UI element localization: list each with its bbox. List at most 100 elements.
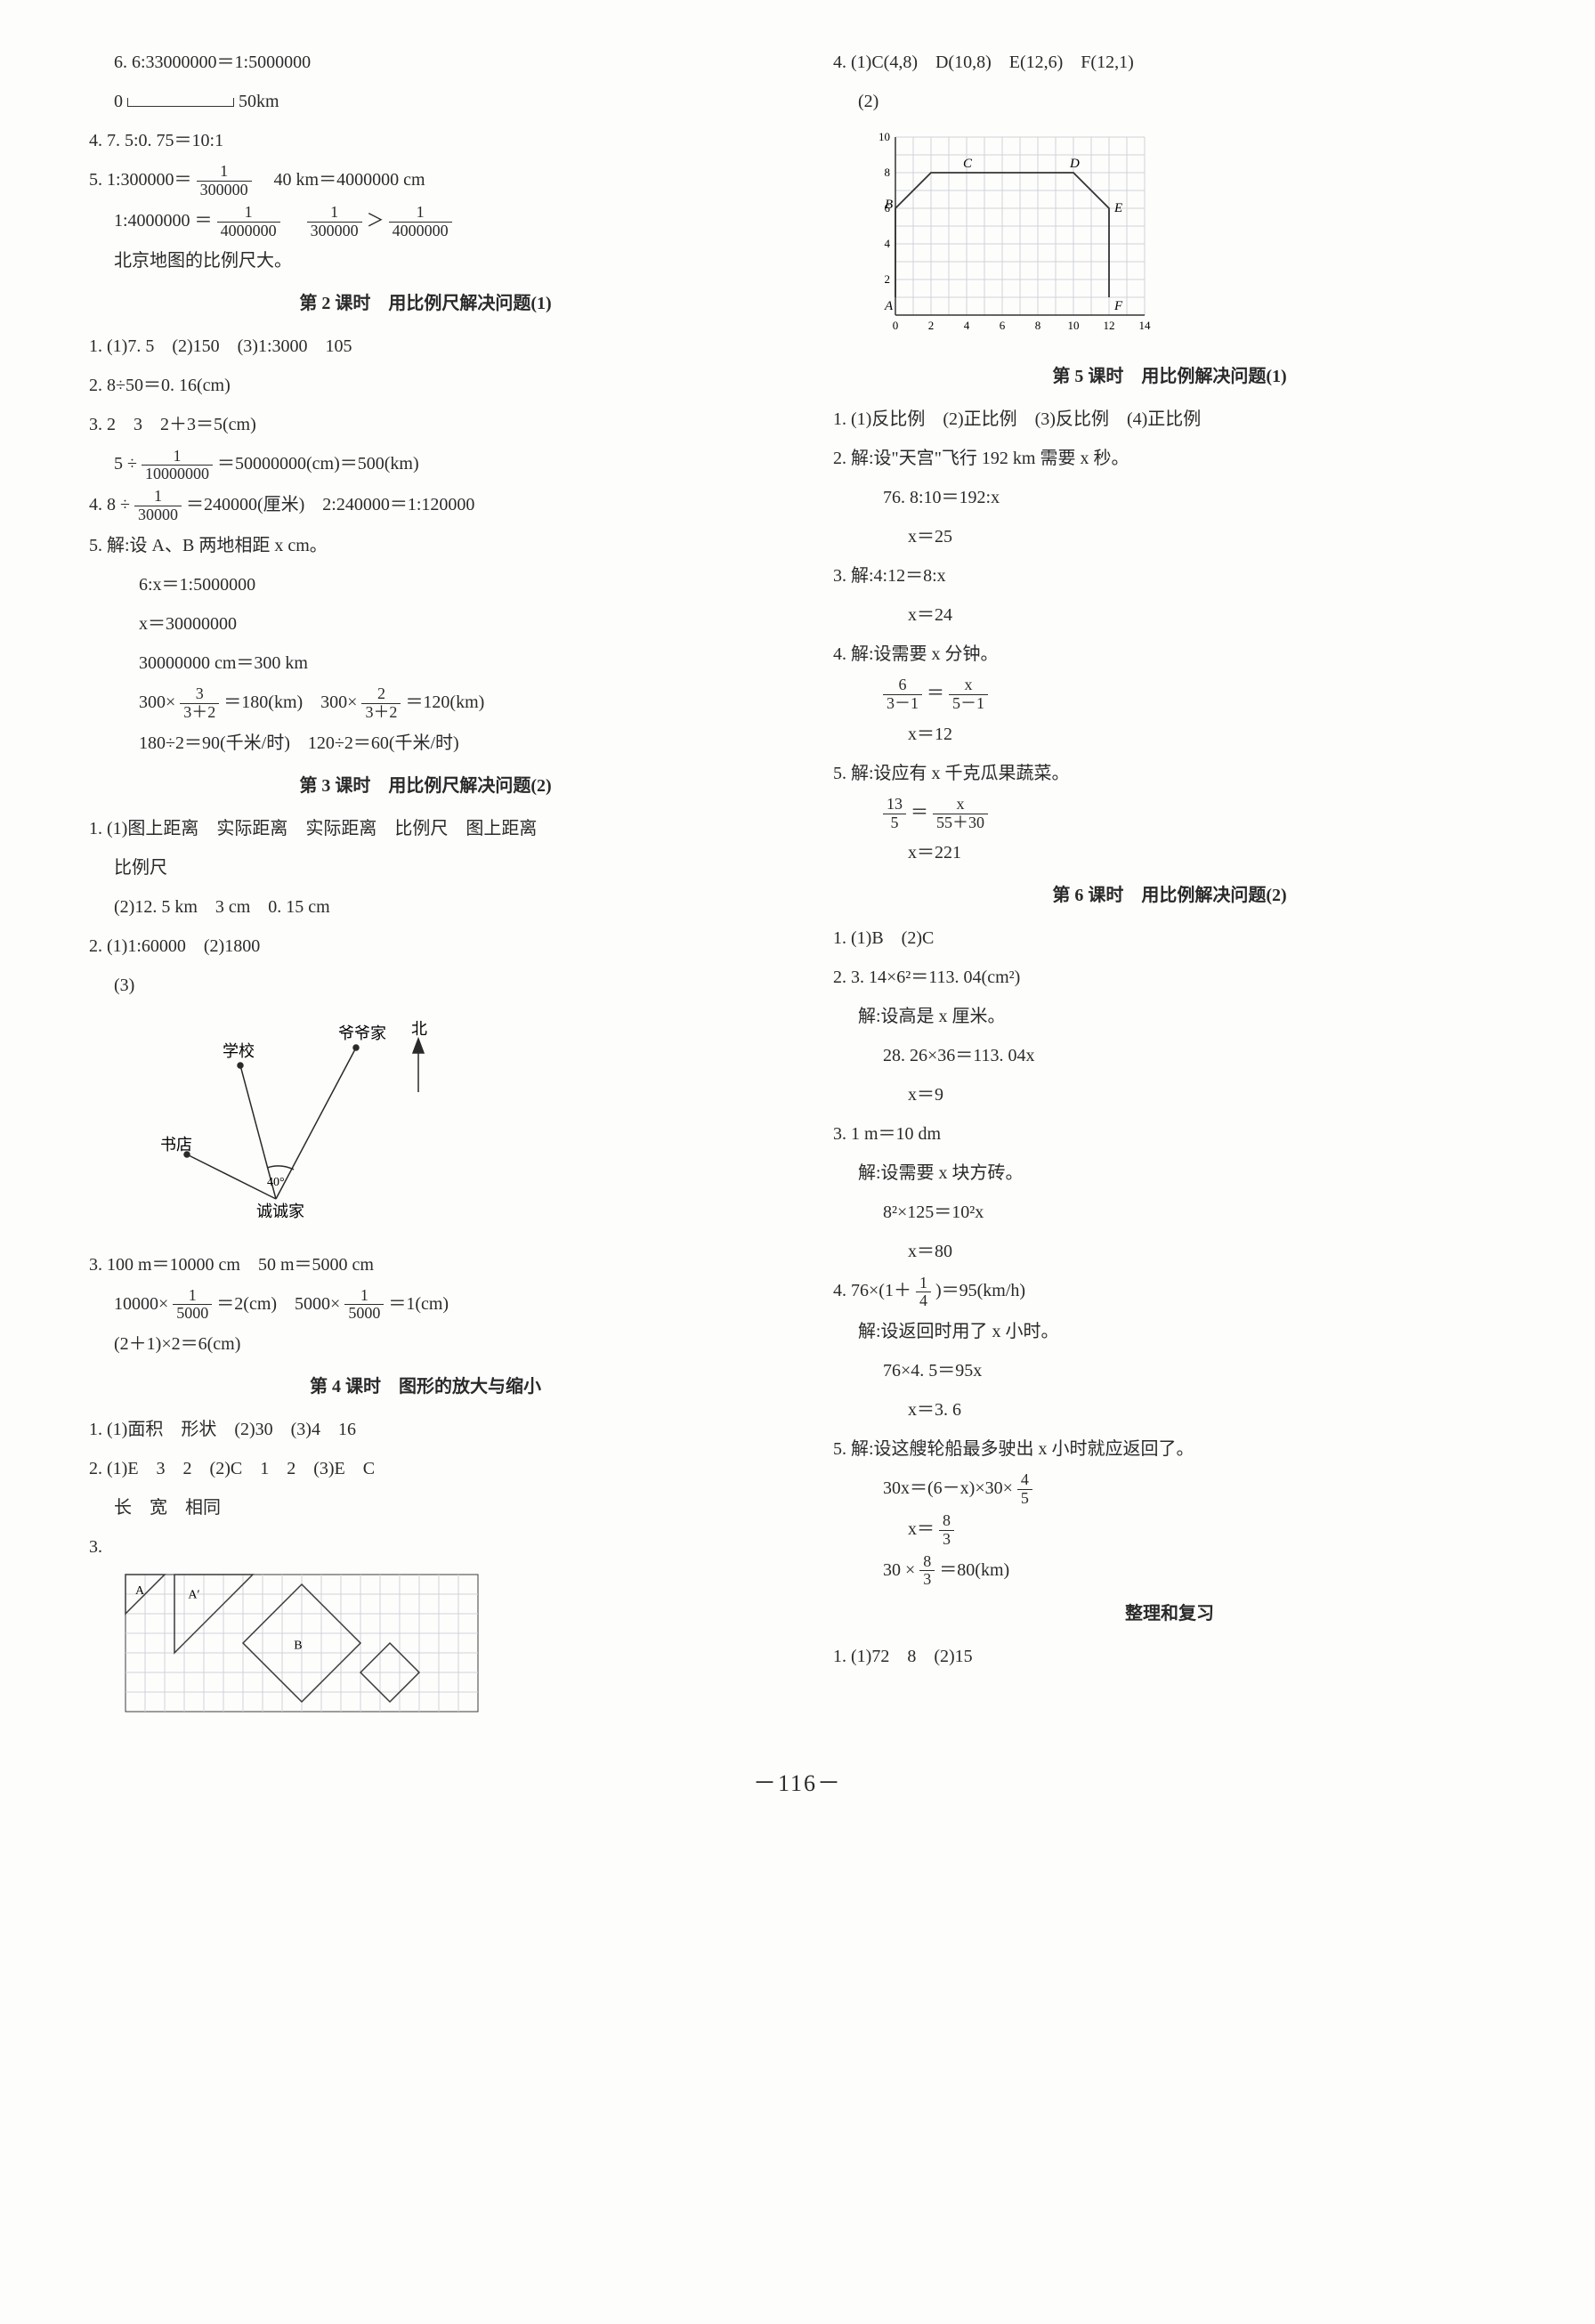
denominator: 3	[919, 1571, 935, 1589]
right-column: 4. (1)C(4,8) D(10,8) E(12,6) F(12,1) (2)…	[833, 45, 1506, 1734]
denominator: 5	[883, 814, 906, 832]
text-line: (3)	[89, 968, 762, 1003]
denominator: 300000	[197, 182, 252, 199]
text-line: (2)	[833, 84, 1506, 119]
text: ＝120(km)	[405, 692, 484, 712]
svg-text:4: 4	[885, 237, 891, 250]
denominator: 5－1	[949, 695, 988, 713]
direction-diagram: 学校 爷爷家 北 书店 诚诚家 40°	[125, 1012, 762, 1238]
text: 1:4000000 ＝	[114, 211, 213, 231]
scale-bar-row: 0 50km	[89, 84, 762, 119]
shapes-grid: AA′B	[125, 1574, 762, 1725]
fraction: 63－1	[883, 676, 922, 713]
text: ＝1(cm)	[388, 1294, 449, 1314]
text-line: x＝80	[833, 1234, 1506, 1269]
fraction: 110000000	[142, 448, 213, 484]
svg-text:14: 14	[1139, 319, 1152, 332]
text-line: 5. 1:300000＝ 1300000 40 km＝4000000 cm	[89, 162, 762, 199]
text-line: 解:设高是 x 厘米。	[833, 999, 1506, 1034]
text-line: 3. 2 3 2＋3＝5(cm)	[89, 407, 762, 442]
text-line: 比例尺	[89, 850, 762, 886]
denominator: 4000000	[217, 223, 280, 240]
text-line: 3. 解:4:12＝8:x	[833, 558, 1506, 594]
text: 10000×	[114, 1294, 168, 1314]
text: 4. 76×(1＋	[833, 1281, 911, 1300]
numerator: 8	[919, 1553, 935, 1572]
fraction: 130000	[134, 488, 182, 524]
text: ＝50000000(cm)＝500(km)	[217, 454, 419, 474]
text-line: x＝3. 6	[833, 1392, 1506, 1428]
svg-text:0: 0	[893, 319, 899, 332]
fraction: x55＋30	[933, 796, 988, 832]
text-line: 4. 76×(1＋ 14 )＝95(km/h)	[833, 1273, 1506, 1310]
text-line: 1. (1)反比例 (2)正比例 (3)反比例 (4)正比例	[833, 401, 1506, 437]
svg-text:4: 4	[964, 319, 970, 332]
denominator: 3	[939, 1531, 954, 1549]
section-heading: 整理和复习	[833, 1596, 1506, 1632]
text-line: 180÷2＝90(千米/时) 120÷2＝60(千米/时)	[89, 725, 762, 761]
text-line: 10000× 15000 ＝2(cm) 5000× 15000 ＝1(cm)	[89, 1286, 762, 1324]
section-heading: 第 3 课时 用比例尺解决问题(2)	[89, 768, 762, 804]
numerator: 2	[361, 685, 401, 704]
fraction: x5－1	[949, 676, 988, 713]
gt-sign: ＞	[367, 211, 385, 231]
denominator: 3－1	[883, 695, 922, 713]
text-line: x＝9	[833, 1077, 1506, 1113]
text-line: x＝221	[833, 835, 1506, 870]
text-line: 5. 解:设 A、B 两地相距 x cm。	[89, 528, 762, 563]
denominator: 300000	[307, 223, 362, 240]
label-school: 学校	[223, 1042, 255, 1060]
svg-text:6: 6	[1000, 319, 1006, 332]
svg-text:F: F	[1113, 299, 1123, 313]
text-line: 6. 6:33000000＝1:5000000	[89, 45, 762, 80]
item-number: (2)	[858, 92, 878, 111]
text-line: 30x＝(6－x)×30× 45	[833, 1470, 1506, 1508]
scale-bar	[127, 98, 234, 107]
text-line: 2. 解:设"天宫"飞行 192 km 需要 x 秒。	[833, 441, 1506, 476]
text-line: x＝30000000	[89, 606, 762, 642]
text-line: x＝25	[833, 519, 1506, 555]
svg-text:D: D	[1069, 157, 1080, 171]
text: 300×	[139, 692, 175, 712]
text-line: 5. 解:设这艘轮船最多驶出 x 小时就应返回了。	[833, 1431, 1506, 1467]
text-line: 6:x＝1:5000000	[89, 567, 762, 603]
text-line: 5. 解:设应有 x 千克瓜果蔬菜。	[833, 756, 1506, 791]
text-line: 135 ＝ x55＋30	[833, 795, 1506, 832]
denominator: 5000	[344, 1305, 384, 1323]
numerator: 8	[939, 1512, 954, 1531]
label-home: 诚诚家	[256, 1202, 304, 1220]
text: 40 km＝4000000 cm	[256, 170, 425, 190]
section-heading: 第 6 课时 用比例解决问题(2)	[833, 878, 1506, 913]
text-line: 1. (1)72 8 (2)15	[833, 1639, 1506, 1674]
denominator: 30000	[134, 506, 182, 524]
text-line: 1. (1)B (2)C	[833, 920, 1506, 956]
text-line: 30000000 cm＝300 km	[89, 645, 762, 681]
numerator: 1	[197, 163, 252, 182]
svg-text:A: A	[884, 299, 894, 313]
text-line: 5 ÷ 110000000 ＝50000000(cm)＝500(km)	[89, 446, 762, 483]
numerator: x	[949, 676, 988, 695]
fraction: 14000000	[389, 204, 452, 240]
svg-text:E: E	[1113, 201, 1122, 215]
text: 30x＝(6－x)×30×	[883, 1478, 1013, 1498]
text-line: x＝ 83	[833, 1511, 1506, 1549]
fraction: 83	[939, 1512, 954, 1549]
svg-text:12: 12	[1104, 319, 1115, 332]
text-line: 300× 33＋2 ＝180(km) 300× 23＋2 ＝120(km)	[89, 684, 762, 722]
svg-text:8: 8	[885, 166, 891, 179]
text-line: 63－1 ＝ x5－1	[833, 676, 1506, 713]
text-line: 3. 100 m＝10000 cm 50 m＝5000 cm	[89, 1247, 762, 1283]
fraction: 15000	[173, 1287, 212, 1324]
numerator: 13	[883, 796, 906, 814]
section-heading: 第 4 课时 图形的放大与缩小	[89, 1369, 762, 1405]
text-line: 解:设需要 x 块方砖。	[833, 1155, 1506, 1191]
denominator: 5	[1017, 1490, 1032, 1508]
text-line: (2＋1)×2＝6(cm)	[89, 1326, 762, 1362]
numerator: x	[933, 796, 988, 814]
text-line: 2. 3. 14×6²＝113. 04(cm²)	[833, 960, 1506, 995]
fraction: 15000	[344, 1287, 384, 1324]
label-bookstore: 书店	[160, 1136, 192, 1154]
text: 30 ×	[883, 1560, 915, 1580]
text: )＝95(km/h)	[935, 1281, 1025, 1300]
numerator: 4	[1017, 1471, 1032, 1490]
